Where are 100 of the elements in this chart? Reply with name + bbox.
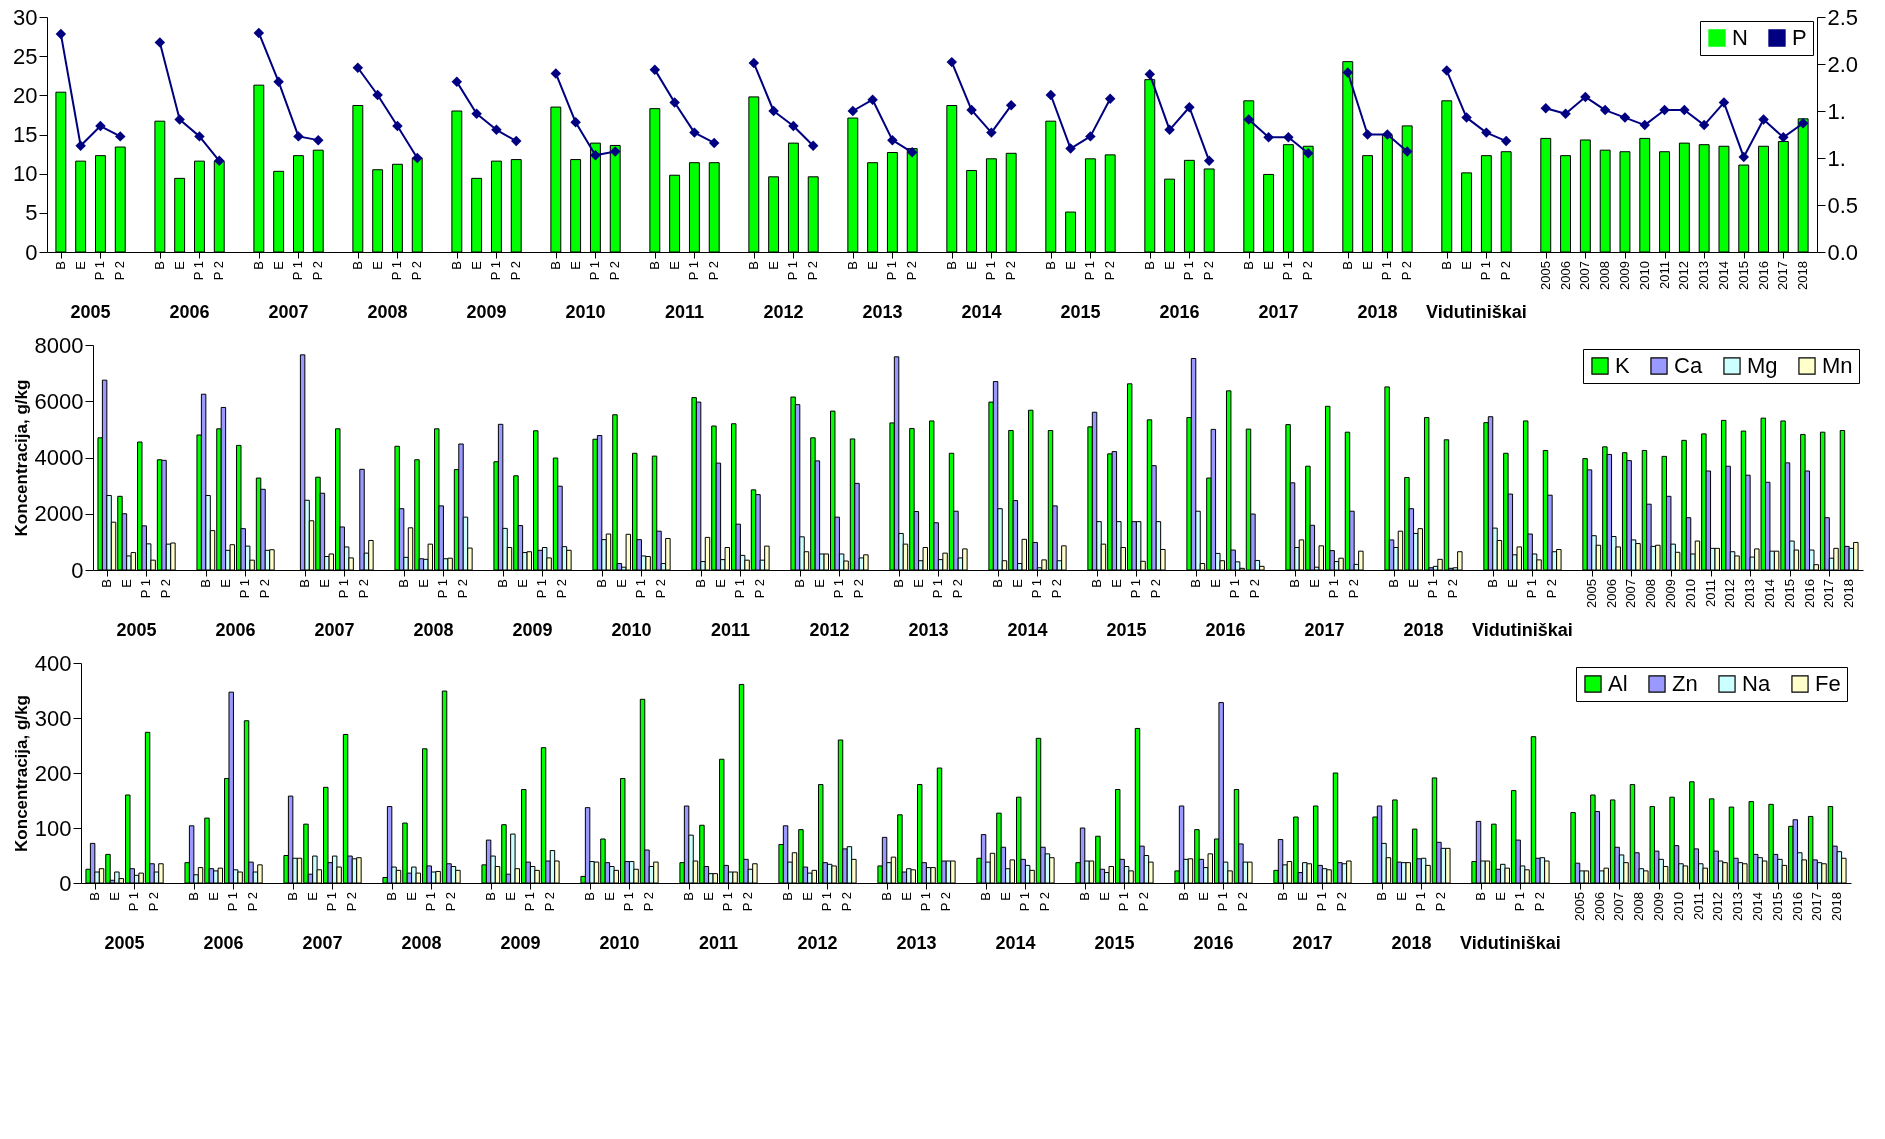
x-tick-label: P 1	[930, 579, 946, 599]
text: 2017	[1258, 302, 1299, 322]
x-tick-label: P 1	[621, 892, 637, 912]
x-tick-label: E	[106, 891, 122, 901]
x-tick-label: P 1	[1181, 261, 1197, 281]
x-tick-label: 2010	[1682, 579, 1698, 608]
x-tick-label: P 1	[983, 261, 999, 281]
y2-tick-label: 0.5	[1827, 192, 1859, 218]
x-tick-label: B	[1286, 579, 1302, 588]
legend-label: Na	[1742, 671, 1771, 696]
x-tick-label: 2012	[1710, 892, 1726, 921]
x-tick-label: 2006	[1591, 892, 1607, 921]
x-tick-label: P 2	[455, 579, 471, 599]
x-tick-label: P 2	[1346, 579, 1362, 599]
x-tick-label: 2005	[1537, 261, 1553, 290]
x-tick-label: B	[943, 261, 959, 270]
x-tick-label: 2005	[1571, 892, 1587, 921]
x-tick-label: P 1	[1082, 261, 1098, 281]
x-tick-label: P 2	[443, 892, 459, 912]
bar	[1218, 702, 1224, 884]
text: 2009	[466, 302, 507, 322]
legend-label: Ca	[1674, 353, 1703, 378]
x-tick-label: P 1	[1280, 261, 1296, 281]
x-tick-label: P 1	[1425, 579, 1441, 599]
x-tick-label: E	[1306, 578, 1322, 588]
bar	[89, 842, 96, 884]
y2-tick-label: 0.0	[1827, 239, 1859, 265]
x-tick-label: P 2	[904, 261, 920, 281]
x-tick-label: P 1	[488, 261, 504, 281]
x-tick-label: P 1	[1227, 579, 1243, 599]
x-tick-label: E	[171, 260, 187, 270]
x-tick-label: 2015	[1769, 892, 1785, 921]
legend-label: Zn	[1672, 671, 1698, 696]
text: 2005	[70, 302, 111, 322]
x-tick-label: E	[468, 260, 484, 270]
text: 2012	[763, 302, 804, 322]
x-tick-label: E	[1009, 578, 1025, 588]
y-tick-label: 0	[25, 239, 38, 265]
x-tick-label: E	[1195, 891, 1211, 901]
x-tick-label: P 1	[1326, 579, 1342, 599]
x-tick-label: B	[349, 261, 365, 270]
x-tick-label: B	[581, 892, 597, 901]
x-tick-label: P 2	[938, 892, 954, 912]
x-tick-label: 2010	[1636, 261, 1652, 290]
x-tick-label: E	[799, 891, 815, 901]
x-tick-label: 2006	[1557, 261, 1573, 290]
x-tick-label: E	[1458, 260, 1474, 270]
x-tick-label: P 1	[720, 892, 736, 912]
text: 2007	[268, 302, 309, 322]
y2-tick-label: 2.5	[1827, 4, 1859, 30]
x-tick-label: 2016	[1801, 579, 1817, 608]
x-tick-label: B	[1438, 261, 1454, 270]
x-tick-label: B	[1240, 261, 1256, 270]
y-tick-label: 15	[13, 122, 38, 147]
y-tick-label: 2000	[34, 501, 84, 527]
text: 2007	[314, 620, 355, 640]
x-tick-label: P 2	[112, 261, 128, 281]
x-tick-label: P 2	[706, 261, 722, 281]
x-tick-label: P 1	[633, 579, 649, 599]
x-tick-label: B	[383, 892, 399, 901]
x-tick-label: B	[296, 579, 312, 588]
x-tick-label: P 1	[732, 579, 748, 599]
x-tick-label: E	[369, 260, 385, 270]
text: 2017	[1292, 933, 1333, 953]
x-tick-label: B	[844, 261, 860, 270]
x-tick-label: E	[700, 891, 716, 901]
x-tick-label: 2017	[1809, 892, 1825, 921]
x-tick-label: P 2	[1247, 579, 1263, 599]
text: 2006	[169, 302, 210, 322]
x-tick-label: P 1	[126, 892, 142, 912]
text: 2010	[565, 302, 606, 322]
x-tick-label: B	[1472, 892, 1488, 901]
y-axis-title: Koncentracija, g/kg	[11, 379, 31, 537]
x-tick-label: P 1	[225, 892, 241, 912]
y-axis-title: Koncentracija, g/kg	[11, 695, 31, 852]
text: 2016	[1159, 302, 1200, 322]
bar	[312, 855, 318, 884]
x-tick-label: 2008	[1643, 579, 1659, 608]
x-tick-label: B	[646, 261, 662, 270]
x-tick-label: 2013	[1696, 261, 1712, 290]
x-tick-label: 2007	[1577, 261, 1593, 290]
x-tick-label: E	[72, 260, 88, 270]
x-tick-label: 2013	[1730, 892, 1746, 921]
x-tick-label: P 1	[1379, 261, 1395, 281]
x-tick-label: P 2	[641, 892, 657, 912]
x-tick-label: P 2	[1532, 892, 1548, 912]
x-tick-label: P 1	[423, 892, 439, 912]
x-tick-label: 2007	[1623, 579, 1639, 608]
x-tick-label: P 2	[839, 892, 855, 912]
text: 2015	[1094, 933, 1135, 953]
legend-label: K	[1615, 353, 1630, 378]
x-tick-label: B	[86, 892, 102, 901]
x-tick-label: 2011	[1656, 261, 1672, 289]
bar	[200, 393, 207, 571]
x-tick-label: P 2	[245, 892, 261, 912]
x-tick-label: E	[1504, 578, 1520, 588]
legend-label: Mn	[1822, 353, 1853, 378]
text: 2008	[401, 933, 442, 953]
text: 2016	[1193, 933, 1234, 953]
text: 2009	[512, 620, 553, 640]
